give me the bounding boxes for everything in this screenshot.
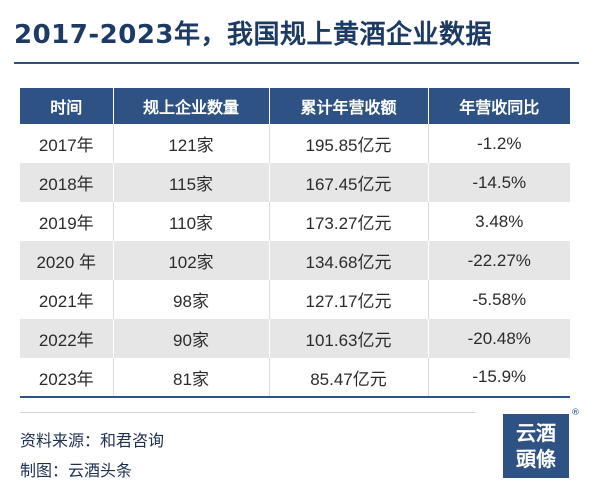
registered-mark-icon: ® (571, 408, 580, 418)
cell-company-count: 110家 (113, 202, 270, 241)
column-header-company-count: 规上企业数量 (113, 88, 270, 124)
table-row: 2020 年 102家 134.68亿元 -22.27% (20, 241, 570, 280)
cell-company-count: 102家 (113, 241, 270, 280)
cell-year: 2017年 (20, 124, 114, 163)
cell-year: 2019年 (20, 202, 114, 241)
cell-yoy: -14.5% (428, 163, 570, 202)
column-header-year: 时间 (20, 88, 114, 124)
cell-company-count: 121家 (113, 124, 270, 163)
cell-company-count: 81家 (113, 358, 270, 398)
logo-line-1: 云酒 (516, 421, 556, 445)
cell-yoy: 3.48% (428, 202, 570, 241)
cell-revenue: 101.63亿元 (269, 319, 429, 358)
column-header-revenue: 累计年营收额 (269, 88, 429, 124)
cell-yoy: -5.58% (428, 280, 570, 319)
brand-logo: 云酒 頭條 (503, 414, 569, 478)
cell-revenue: 173.27亿元 (269, 202, 429, 241)
footer-divider (20, 412, 475, 413)
cell-revenue: 85.47亿元 (269, 358, 429, 398)
table-row: 2019年 110家 173.27亿元 3.48% (20, 202, 570, 241)
cell-year: 2023年 (20, 358, 114, 398)
cell-revenue: 195.85亿元 (269, 124, 429, 163)
cell-yoy: -20.48% (428, 319, 570, 358)
cell-revenue: 134.68亿元 (269, 241, 429, 280)
cell-year: 2021年 (20, 280, 114, 319)
cell-company-count: 98家 (113, 280, 270, 319)
cell-yoy: -22.27% (428, 241, 570, 280)
title-divider (14, 62, 579, 64)
cell-company-count: 115家 (113, 163, 270, 202)
cell-year: 2022年 (20, 319, 114, 358)
source-note: 资料来源：和君咨询 (20, 431, 165, 450)
cell-year: 2018年 (20, 163, 114, 202)
table-row: 2018年 115家 167.45亿元 -14.5% (20, 163, 570, 202)
cell-yoy: -15.9% (428, 358, 570, 398)
table-row: 2017年 121家 195.85亿元 -1.2% (20, 124, 570, 163)
page-title: 2017-2023年，我国规上黄酒企业数据 (14, 20, 493, 50)
logo-line-2: 頭條 (516, 447, 556, 471)
cell-revenue: 167.45亿元 (269, 163, 429, 202)
column-header-yoy: 年营收同比 (428, 88, 570, 124)
table-header-row: 时间 规上企业数量 累计年营收额 年营收同比 (20, 88, 570, 124)
cell-revenue: 127.17亿元 (269, 280, 429, 319)
chart-maker-note: 制图：云酒头条 (20, 461, 133, 480)
cell-company-count: 90家 (113, 319, 270, 358)
cell-yoy: -1.2% (428, 124, 570, 163)
cell-year: 2020 年 (20, 241, 114, 280)
table-row: 2022年 90家 101.63亿元 -20.48% (20, 319, 570, 358)
table-row: 2021年 98家 127.17亿元 -5.58% (20, 280, 570, 319)
table-row: 2023年 81家 85.47亿元 -15.9% (20, 358, 570, 398)
data-table: 时间 规上企业数量 累计年营收额 年营收同比 2017年 121家 195.85… (20, 88, 570, 398)
